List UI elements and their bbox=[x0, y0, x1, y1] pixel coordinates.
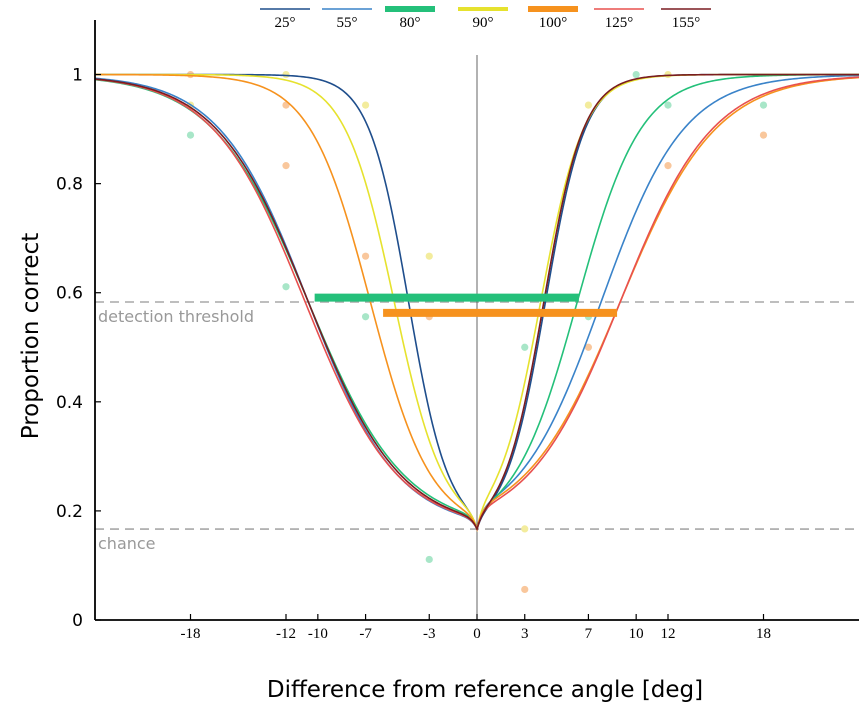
data-point bbox=[425, 252, 433, 260]
data-point bbox=[361, 252, 370, 260]
legend-label: 80° bbox=[400, 15, 421, 31]
y-tick-label: 0 bbox=[72, 611, 83, 631]
x-tick-label: 12 bbox=[661, 626, 676, 642]
legend-label: 90° bbox=[473, 15, 494, 31]
axis-labels: Difference from reference angle [deg] Pr… bbox=[18, 233, 703, 703]
x-ticks: -18 -12 -10 -7 -3 0 3 7 10 12 18 bbox=[181, 614, 771, 642]
data-point bbox=[282, 162, 290, 170]
data-point bbox=[282, 283, 290, 291]
x-tick-label: -10 bbox=[308, 626, 328, 642]
detection-threshold-label: detection threshold bbox=[98, 307, 254, 326]
data-point bbox=[425, 555, 433, 564]
x-axis-label: Difference from reference angle [deg] bbox=[267, 677, 703, 703]
y-axis-label: Proportion correct bbox=[18, 233, 44, 440]
threshold-bars bbox=[314, 293, 618, 317]
data-point bbox=[664, 101, 672, 109]
chance-label: chance bbox=[98, 534, 156, 553]
x-tick-label: 10 bbox=[629, 626, 644, 642]
x-tick-label: -3 bbox=[423, 626, 436, 642]
y-ticks: 0 0.2 0.4 0.6 0.8 1 bbox=[56, 66, 101, 631]
data-point bbox=[521, 525, 529, 533]
data-point bbox=[632, 70, 640, 79]
data-point bbox=[186, 131, 195, 139]
data-point bbox=[282, 70, 290, 79]
data-point bbox=[584, 343, 593, 351]
y-tick-label: 0.2 bbox=[56, 502, 83, 522]
data-point bbox=[361, 313, 370, 321]
legend-label: 25° bbox=[275, 15, 296, 31]
legend-label: 125° bbox=[605, 15, 634, 31]
x-tick-label: -7 bbox=[359, 626, 372, 642]
y-tick-label: 0.6 bbox=[56, 284, 83, 304]
legend: 25° 55° 80° 90° 100° 125° 155° bbox=[260, 6, 711, 31]
x-tick-label: -18 bbox=[181, 626, 201, 642]
y-tick-label: 0.4 bbox=[56, 393, 83, 413]
data-point bbox=[759, 101, 768, 109]
x-tick-label: 0 bbox=[473, 626, 481, 642]
data-point bbox=[521, 585, 529, 594]
y-tick-label: 0.8 bbox=[56, 175, 83, 195]
legend-label: 55° bbox=[337, 15, 358, 31]
curve-155deg bbox=[94, 73, 859, 532]
data-point bbox=[521, 343, 529, 351]
legend-label: 155° bbox=[672, 15, 701, 31]
x-tick-label: 18 bbox=[756, 626, 771, 642]
x-tick-label: 3 bbox=[521, 626, 529, 642]
legend-label: 100° bbox=[539, 15, 568, 31]
data-point bbox=[759, 131, 768, 139]
data-point bbox=[584, 101, 593, 109]
y-tick-label: 1 bbox=[72, 66, 83, 86]
psychometric-curves bbox=[94, 73, 859, 533]
x-tick-label: -12 bbox=[276, 626, 296, 642]
data-point bbox=[361, 101, 370, 109]
x-tick-label: 7 bbox=[585, 626, 593, 642]
data-point bbox=[664, 162, 672, 170]
